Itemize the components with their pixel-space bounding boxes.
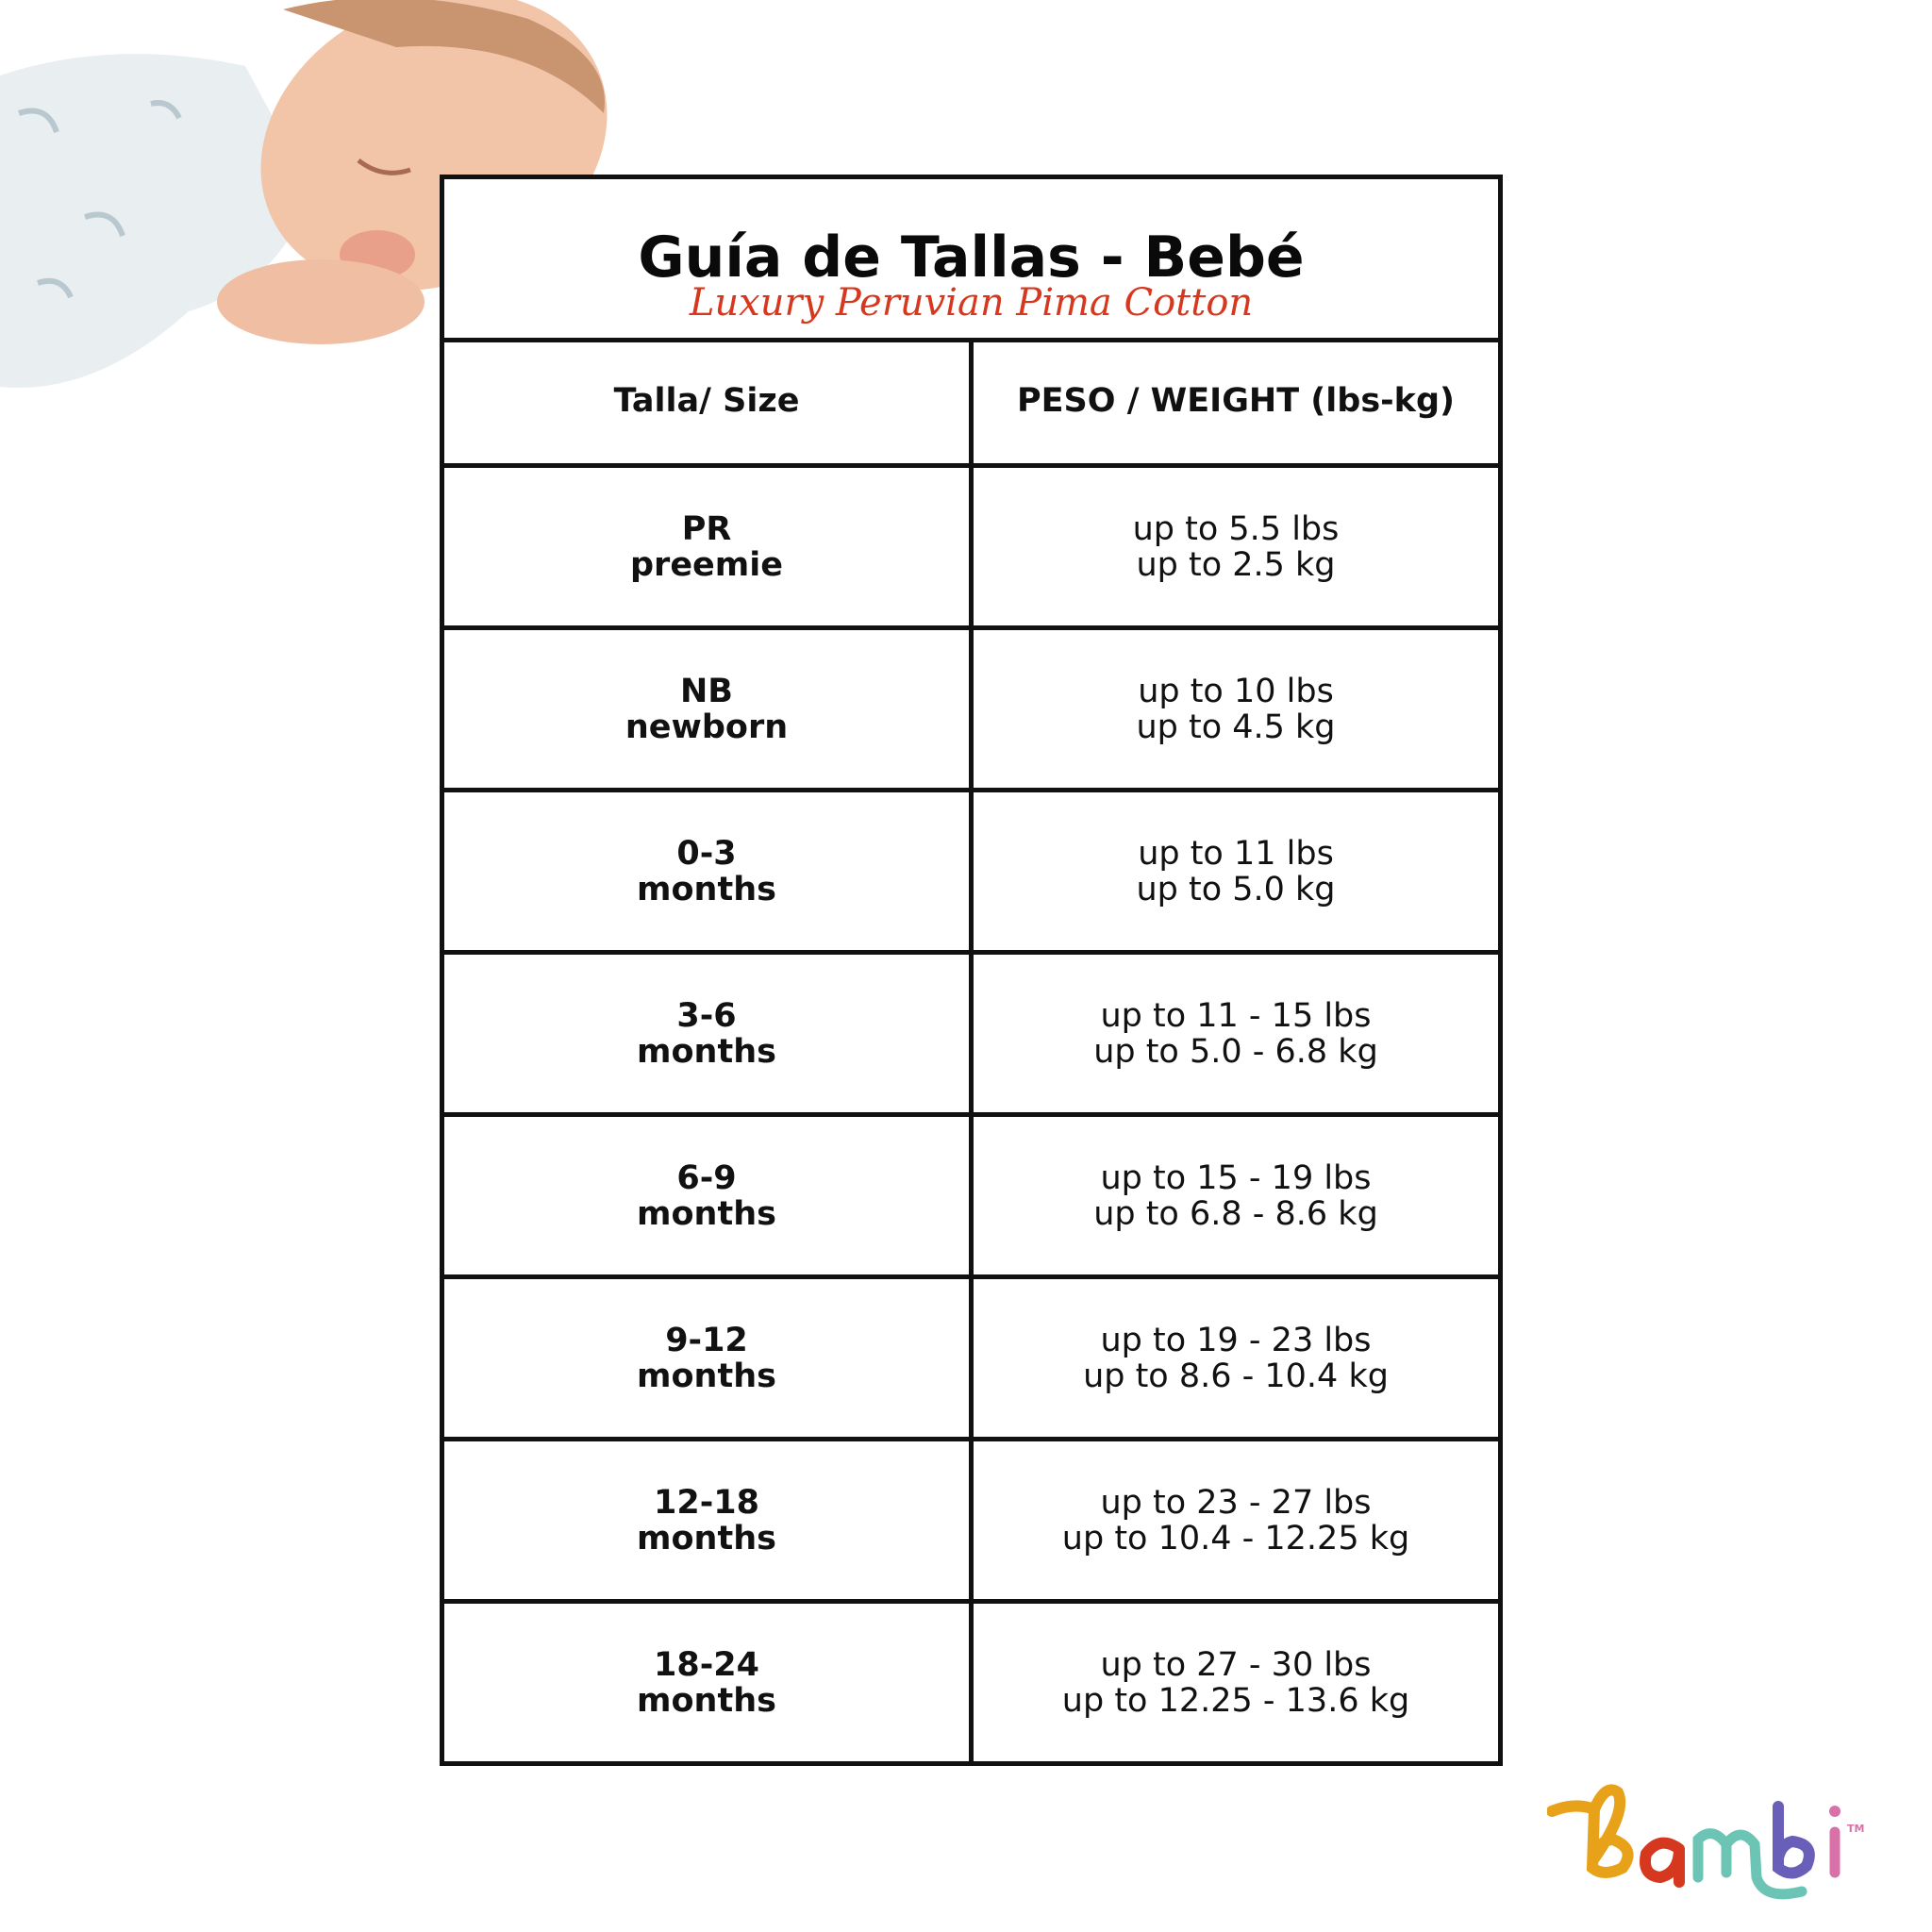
size-code: NB — [680, 672, 733, 710]
size-cell: 6-9 months — [444, 1117, 974, 1274]
size-label: months — [637, 1681, 776, 1720]
weight-kg: up to 5.0 kg — [1136, 870, 1336, 908]
weight-cell: up to 5.5 lbs up to 2.5 kg — [974, 468, 1498, 625]
weight-lbs: up to 11 lbs — [1138, 834, 1334, 873]
size-chart-table: Guía de Tallas - Bebé Luxury Peruvian Pi… — [440, 175, 1503, 1766]
weight-lbs: up to 5.5 lbs — [1132, 509, 1340, 548]
size-label: months — [637, 1194, 776, 1233]
size-cell: PR preemie — [444, 468, 974, 625]
size-code: PR — [681, 509, 732, 548]
size-label: months — [637, 1032, 776, 1071]
chart-title: Guía de Tallas - Bebé — [638, 225, 1305, 291]
weight-kg: up to 4.5 kg — [1136, 708, 1336, 746]
weight-cell: up to 15 - 19 lbs up to 6.8 - 8.6 kg — [974, 1117, 1498, 1274]
size-code: 18-24 — [654, 1645, 759, 1684]
table-row: NB newborn up to 10 lbs up to 4.5 kg — [444, 630, 1498, 792]
weight-lbs: up to 15 - 19 lbs — [1100, 1158, 1372, 1197]
table-row: 9-12 months up to 19 - 23 lbs up to 8.6 … — [444, 1279, 1498, 1441]
title-section: Guía de Tallas - Bebé Luxury Peruvian Pi… — [444, 179, 1498, 342]
table-row: 12-18 months up to 23 - 27 lbs up to 10.… — [444, 1441, 1498, 1604]
size-cell: NB newborn — [444, 630, 974, 788]
weight-lbs: up to 10 lbs — [1138, 672, 1334, 710]
size-cell: 12-18 months — [444, 1441, 974, 1599]
weight-lbs: up to 19 - 23 lbs — [1100, 1321, 1372, 1359]
size-cell: 18-24 months — [444, 1604, 974, 1761]
size-code: 6-9 — [676, 1158, 737, 1197]
size-label: newborn — [625, 708, 789, 746]
trademark-symbol: TM — [1847, 1823, 1864, 1835]
size-code: 0-3 — [676, 834, 737, 873]
weight-kg: up to 2.5 kg — [1136, 545, 1336, 584]
bambi-logo: TM — [1547, 1784, 1864, 1900]
weight-lbs: up to 27 - 30 lbs — [1100, 1645, 1372, 1684]
table-row: 6-9 months up to 15 - 19 lbs up to 6.8 -… — [444, 1117, 1498, 1279]
weight-cell: up to 11 - 15 lbs up to 5.0 - 6.8 kg — [974, 955, 1498, 1112]
table-row: 18-24 months up to 27 - 30 lbs up to 12.… — [444, 1604, 1498, 1761]
header-size: Talla/ Size — [444, 338, 974, 463]
table-row: PR preemie up to 5.5 lbs up to 2.5 kg — [444, 468, 1498, 630]
weight-cell: up to 19 - 23 lbs up to 8.6 - 10.4 kg — [974, 1279, 1498, 1437]
size-label: months — [637, 1357, 776, 1395]
weight-cell: up to 10 lbs up to 4.5 kg — [974, 630, 1498, 788]
weight-cell: up to 27 - 30 lbs up to 12.25 - 13.6 kg — [974, 1604, 1498, 1761]
size-code: 12-18 — [654, 1483, 759, 1522]
weight-kg: up to 8.6 - 10.4 kg — [1083, 1357, 1389, 1395]
weight-cell: up to 23 - 27 lbs up to 10.4 - 12.25 kg — [974, 1441, 1498, 1599]
table-row: 0-3 months up to 11 lbs up to 5.0 kg — [444, 792, 1498, 955]
size-label: months — [637, 870, 776, 908]
header-weight: PESO / WEIGHT (lbs-kg) — [1016, 381, 1456, 420]
size-cell: 9-12 months — [444, 1279, 974, 1437]
size-cell: 3-6 months — [444, 955, 974, 1112]
table-row: 3-6 months up to 11 - 15 lbs up to 5.0 -… — [444, 955, 1498, 1117]
size-code: 9-12 — [665, 1321, 748, 1359]
header-row: Talla/ Size PESO / WEIGHT (lbs-kg) — [444, 338, 1498, 468]
weight-lbs: up to 11 - 15 lbs — [1100, 996, 1372, 1035]
weight-kg: up to 12.25 - 13.6 kg — [1061, 1681, 1410, 1720]
weight-kg: up to 10.4 - 12.25 kg — [1061, 1519, 1410, 1557]
size-label: months — [637, 1519, 776, 1557]
size-cell: 0-3 months — [444, 792, 974, 950]
chart-subtitle: Luxury Peruvian Pima Cotton — [689, 281, 1254, 325]
weight-kg: up to 5.0 - 6.8 kg — [1093, 1032, 1378, 1071]
size-code: 3-6 — [676, 996, 737, 1035]
weight-cell: up to 11 lbs up to 5.0 kg — [974, 792, 1498, 950]
weight-lbs: up to 23 - 27 lbs — [1100, 1483, 1372, 1522]
weight-kg: up to 6.8 - 8.6 kg — [1093, 1194, 1378, 1233]
size-label: preemie — [630, 545, 783, 584]
